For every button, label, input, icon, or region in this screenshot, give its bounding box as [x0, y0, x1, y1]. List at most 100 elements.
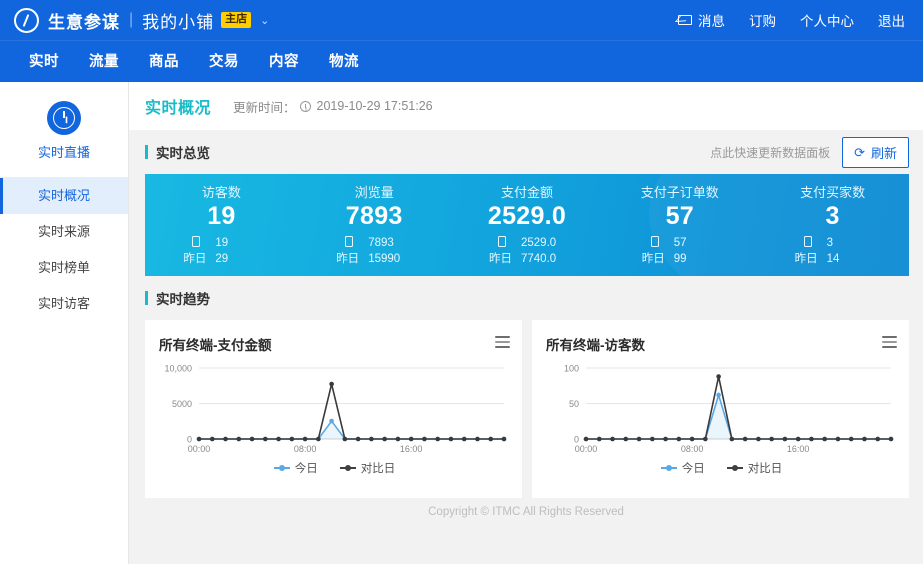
charts-row: 所有终端-支付金额 0 5000 10,000 00:00 08:00 16:00 今日 …	[129, 320, 923, 498]
refresh-hint-text: 点此快速更新数据面板	[710, 145, 831, 160]
legend-marker-icon	[660, 465, 677, 471]
header-action-profile[interactable]: 个人中心	[800, 10, 854, 30]
kpi-value: 57	[665, 201, 694, 230]
kpi-card-suborders: 支付子订单数 57 57 昨日 99	[603, 182, 756, 268]
svg-text:100: 100	[564, 364, 579, 374]
mobile-icon	[650, 235, 659, 247]
legend-item-compare[interactable]: 对比日	[726, 460, 783, 476]
footer-copyright: Copyright © ITMC All Rights Reserved	[428, 506, 624, 518]
kpi-yesterday-label: 昨日	[183, 253, 207, 266]
nav-item-content[interactable]: 内容	[269, 53, 299, 70]
header-actions: 消息 订购 个人中心 退出	[678, 10, 905, 30]
svg-text:16:00: 16:00	[400, 444, 423, 454]
chart-plot-area: 0 5000 10,000 00:00 08:00 16:00	[159, 362, 510, 457]
header-action-label: 订购	[749, 14, 776, 29]
trend-section-header: 实时趋势	[129, 276, 923, 320]
chart-plot-area: 0 50 100 00:00 08:00 16:00	[546, 362, 897, 457]
overview-section-title: 实时总览	[156, 146, 210, 161]
kpi-subvalues: 57 昨日 99	[642, 235, 718, 268]
legend-label: 对比日	[747, 463, 783, 475]
brand-separator: |	[129, 11, 134, 28]
sidebar-live-label: 实时直播	[37, 145, 90, 160]
clock-circle-icon	[47, 101, 81, 135]
kpi-label: 浏览量	[354, 184, 394, 200]
svg-text:08:00: 08:00	[681, 444, 704, 454]
nav-item-products[interactable]: 商品	[149, 53, 179, 70]
legend-marker-icon	[339, 465, 356, 471]
kpi-device-value: 2529.0	[520, 236, 557, 249]
kpi-yesterday-label: 昨日	[488, 253, 512, 266]
hamburger-menu-icon[interactable]	[495, 334, 510, 351]
page-titlebar: 实时概况 更新时间： 2019-10-29 17:51:26	[129, 82, 923, 130]
sidebar-item-label: 实时榜单	[37, 260, 90, 275]
legend-label: 今日	[294, 463, 318, 475]
svg-text:08:00: 08:00	[294, 444, 317, 454]
kpi-yesterday-value: 7740.0	[520, 253, 557, 266]
brand-logo-icon	[14, 7, 39, 33]
chevron-down-icon[interactable]: ⌄	[260, 14, 270, 27]
legend-marker-icon	[726, 465, 743, 471]
legend-marker-icon	[273, 465, 290, 471]
legend-label: 今日	[681, 463, 705, 475]
sidebar-item-realtime-overview[interactable]: 实时概况	[0, 178, 128, 214]
section-accent-bar	[145, 145, 148, 159]
kpi-subvalues: 3 昨日 14	[795, 235, 871, 268]
svg-text:5000: 5000	[172, 399, 192, 409]
legend-item-compare[interactable]: 对比日	[339, 460, 396, 476]
sidebar-item-realtime-source[interactable]: 实时来源	[0, 214, 128, 250]
kpi-device-value: 3	[826, 236, 833, 249]
kpi-value: 2529.0	[487, 201, 567, 230]
legend-label: 对比日	[360, 463, 396, 475]
chart-header: 所有终端-访客数	[546, 334, 897, 354]
nav-item-logistics[interactable]: 物流	[329, 53, 359, 70]
header-action-orders[interactable]: 订购	[749, 10, 776, 30]
kpi-label: 支付买家数	[800, 184, 866, 200]
sidebar-live-block[interactable]: 实时直播	[0, 87, 128, 178]
header-action-label: 退出	[878, 14, 905, 29]
chart-title: 所有终端-支付金额	[159, 338, 272, 353]
refresh-button-label: 刷新	[870, 145, 897, 161]
legend-item-today[interactable]: 今日	[273, 460, 318, 476]
sidebar-item-realtime-ranking[interactable]: 实时榜单	[0, 250, 128, 286]
header-action-label: 个人中心	[800, 14, 854, 29]
kpi-yesterday-label: 昨日	[641, 253, 665, 266]
kpi-card-visitors: 访客数 19 19 昨日 29	[145, 182, 298, 268]
main-content: 实时概况 更新时间： 2019-10-29 17:51:26 实时总览 点此快速…	[129, 82, 923, 564]
chart-title: 所有终端-访客数	[546, 338, 645, 353]
svg-text:00:00: 00:00	[188, 444, 211, 454]
brand-name: 生意参谋	[48, 12, 120, 32]
header-action-logout[interactable]: 退出	[878, 10, 905, 30]
chart-card-payment-amount: 所有终端-支付金额 0 5000 10,000 00:00 08:00 16:00 今日 …	[145, 320, 522, 498]
hamburger-menu-icon[interactable]	[882, 334, 897, 351]
kpi-section: 访客数 19 19 昨日 29 浏览量 7893 7893 昨日 15990	[129, 174, 923, 276]
svg-text:10,000: 10,000	[164, 364, 192, 374]
nav-item-traffic[interactable]: 流量	[89, 53, 119, 70]
kpi-yesterday-value: 15990	[368, 253, 401, 266]
header-action-label: 消息	[698, 14, 725, 29]
kpi-label: 访客数	[201, 184, 241, 200]
svg-text:0: 0	[574, 435, 579, 445]
header-action-messages[interactable]: 消息	[678, 10, 725, 30]
kpi-yesterday-label: 昨日	[336, 253, 360, 266]
kpi-yesterday-value: 99	[673, 253, 687, 266]
kpi-yesterday-label: 昨日	[794, 253, 818, 266]
kpi-card-paying-buyers: 支付买家数 3 3 昨日 14	[756, 182, 909, 268]
nav-item-transactions[interactable]: 交易	[209, 53, 239, 70]
sidebar-item-label: 实时访客	[37, 296, 90, 311]
sidebar: 实时直播 实时概况 实时来源 实时榜单 实时访客	[0, 82, 129, 564]
main-nav: 实时 流量 商品 交易 内容 物流	[0, 40, 923, 82]
chart-legend: 今日 对比日	[546, 460, 897, 476]
refresh-button[interactable]: ⟳ 刷新	[842, 136, 909, 168]
legend-item-today[interactable]: 今日	[660, 460, 705, 476]
shop-name[interactable]: 我的小铺	[142, 12, 215, 32]
page-body: 实时直播 实时概况 实时来源 实时榜单 实时访客 实时概况 更新时间： 2019…	[0, 82, 923, 564]
sidebar-item-label: 实时概况	[37, 188, 90, 203]
kpi-subvalues: 19 昨日 29	[183, 235, 259, 268]
kpi-card-payment-amount: 支付金额 2529.0 2529.0 昨日 7740.0	[451, 182, 604, 268]
chart-header: 所有终端-支付金额	[159, 334, 510, 354]
nav-item-realtime[interactable]: 实时	[29, 53, 59, 70]
mail-icon	[678, 15, 692, 25]
kpi-device-value: 57	[673, 236, 687, 249]
sidebar-item-realtime-visitors[interactable]: 实时访客	[0, 286, 128, 322]
svg-text:16:00: 16:00	[787, 444, 810, 454]
